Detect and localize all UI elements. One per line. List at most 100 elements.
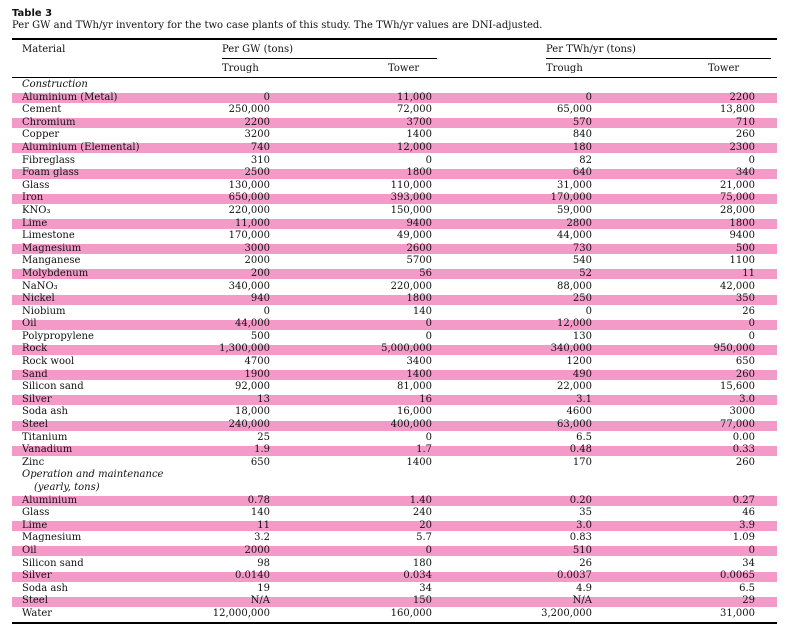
value-cell: 75,000 xyxy=(720,192,755,204)
value-cell: 72,000 xyxy=(397,104,432,116)
value-cell: 0.83 xyxy=(569,532,592,544)
table-row: Copper 3200 1400 840 260 xyxy=(12,129,777,142)
value-cell: 220,000 xyxy=(228,204,270,216)
value-cell: 940 xyxy=(250,293,270,305)
value-cell: 2000 xyxy=(244,255,270,267)
table-row: Steel 240,000 400,000 63,000 77,000 xyxy=(12,419,777,432)
material-cell: Molybdenum xyxy=(22,267,89,279)
material-cell: Cement xyxy=(22,104,62,116)
caption-text: Per GW and TWh/yr inventory for the two … xyxy=(12,20,543,31)
value-cell: 240,000 xyxy=(228,419,270,431)
value-cell: 400,000 xyxy=(390,419,432,431)
value-cell: 1800 xyxy=(406,167,432,179)
table-row: Soda ash 19 34 4.9 6.5 xyxy=(12,583,777,596)
value-cell: N/A xyxy=(572,595,592,607)
value-cell: 0.20 xyxy=(569,494,592,506)
table-row: Magnesium 3.2 5.7 0.83 1.09 xyxy=(12,532,777,545)
bottom-rule xyxy=(12,622,777,624)
value-cell: 340,000 xyxy=(550,343,592,355)
value-cell: 260 xyxy=(735,368,755,380)
value-cell: 26 xyxy=(742,305,755,317)
value-cell: 3400 xyxy=(406,356,432,368)
value-cell: 350 xyxy=(735,293,755,305)
value-cell: 650,000 xyxy=(228,192,270,204)
value-cell: 0 xyxy=(748,330,755,342)
table-row: KNO₃ 220,000 150,000 59,000 28,000 xyxy=(12,205,777,218)
value-cell: 98 xyxy=(257,557,270,569)
value-cell: 5,000,000 xyxy=(381,343,432,355)
value-cell: 16,000 xyxy=(397,406,432,418)
material-cell: Steel xyxy=(22,595,48,607)
value-cell: 730 xyxy=(572,242,592,254)
table-label: Table 3 xyxy=(12,8,53,19)
value-cell: 22,000 xyxy=(557,381,592,393)
table-row: Molybdenum 200 56 52 11 xyxy=(12,268,777,281)
value-cell: 3200 xyxy=(244,129,270,141)
per-gw-rule xyxy=(222,58,437,59)
value-cell: 0.00 xyxy=(732,431,755,443)
value-cell: 11,000 xyxy=(235,217,270,229)
material-cell: Fibreglass xyxy=(22,154,76,166)
value-cell: 0 xyxy=(263,305,270,317)
value-cell: 160,000 xyxy=(390,607,432,619)
material-cell: Aluminium (Metal) xyxy=(22,91,118,103)
value-cell: 1400 xyxy=(406,129,432,141)
value-cell: 44,000 xyxy=(235,318,270,330)
value-cell: 240 xyxy=(412,507,432,519)
table-row: Niobium 0 140 0 26 xyxy=(12,306,777,319)
material-cell: NaNO₃ xyxy=(22,280,58,292)
table-row: Oil 2000 0 510 0 xyxy=(12,545,777,558)
table-row: Silver 13 16 3.1 3.0 xyxy=(12,394,777,407)
material-cell: Rock xyxy=(22,343,48,355)
value-cell: 1800 xyxy=(729,217,755,229)
material-cell: Silicon sand xyxy=(22,381,84,393)
value-cell: 0.0037 xyxy=(557,570,592,582)
table-row: Lime 11 20 3.0 3.9 xyxy=(12,520,777,533)
value-cell: 2500 xyxy=(244,167,270,179)
tower-header-twh: Tower xyxy=(708,63,740,74)
value-cell: 510 xyxy=(572,544,592,556)
value-cell: 1.09 xyxy=(732,532,755,544)
value-cell: 2800 xyxy=(566,217,592,229)
value-cell: 740 xyxy=(250,141,270,153)
value-cell: 490 xyxy=(572,368,592,380)
value-cell: 6.5 xyxy=(739,582,755,594)
value-cell: 20 xyxy=(419,519,432,531)
value-cell: 1100 xyxy=(729,255,755,267)
value-cell: 0 xyxy=(748,318,755,330)
value-cell: 220,000 xyxy=(390,280,432,292)
material-cell: Iron xyxy=(22,192,44,204)
table-row: Water 12,000,000 160,000 3,200,000 31,000 xyxy=(12,608,777,621)
value-cell: 2200 xyxy=(244,116,270,128)
value-cell: 3700 xyxy=(406,116,432,128)
value-cell: 2600 xyxy=(406,242,432,254)
material-cell: KNO₃ xyxy=(22,204,51,216)
value-cell: 44,000 xyxy=(557,230,592,242)
value-cell: 13,800 xyxy=(720,104,755,116)
value-cell: 0 xyxy=(425,431,432,443)
value-cell: 25 xyxy=(257,431,270,443)
value-cell: 3.0 xyxy=(576,519,592,531)
value-cell: 1.9 xyxy=(254,444,270,456)
material-cell: Limestone xyxy=(22,230,75,242)
value-cell: 88,000 xyxy=(557,280,592,292)
value-cell: 140 xyxy=(412,305,432,317)
material-cell: Zinc xyxy=(22,456,45,468)
value-cell: 1400 xyxy=(406,456,432,468)
table-row: Silver 0.0140 0.034 0.0037 0.0065 xyxy=(12,570,777,583)
value-cell: 1.7 xyxy=(416,444,432,456)
per-twh-header: Per TWh/yr (tons) xyxy=(546,44,636,55)
material-cell: Silver xyxy=(22,393,52,405)
value-cell: 1,300,000 xyxy=(219,343,270,355)
value-cell: 9400 xyxy=(729,230,755,242)
value-cell: 31,000 xyxy=(557,179,592,191)
value-cell: 0 xyxy=(585,305,592,317)
header-rule xyxy=(12,77,777,78)
value-cell: 35 xyxy=(579,507,592,519)
table-row: Limestone 170,000 49,000 44,000 9400 xyxy=(12,230,777,243)
section-label: (yearly, tons) xyxy=(34,482,100,493)
table-caption: Table 3 Per GW and TWh/yr inventory for … xyxy=(12,8,542,32)
tower-header-gw: Tower xyxy=(388,63,420,74)
value-cell: 42,000 xyxy=(720,280,755,292)
value-cell: 59,000 xyxy=(557,204,592,216)
